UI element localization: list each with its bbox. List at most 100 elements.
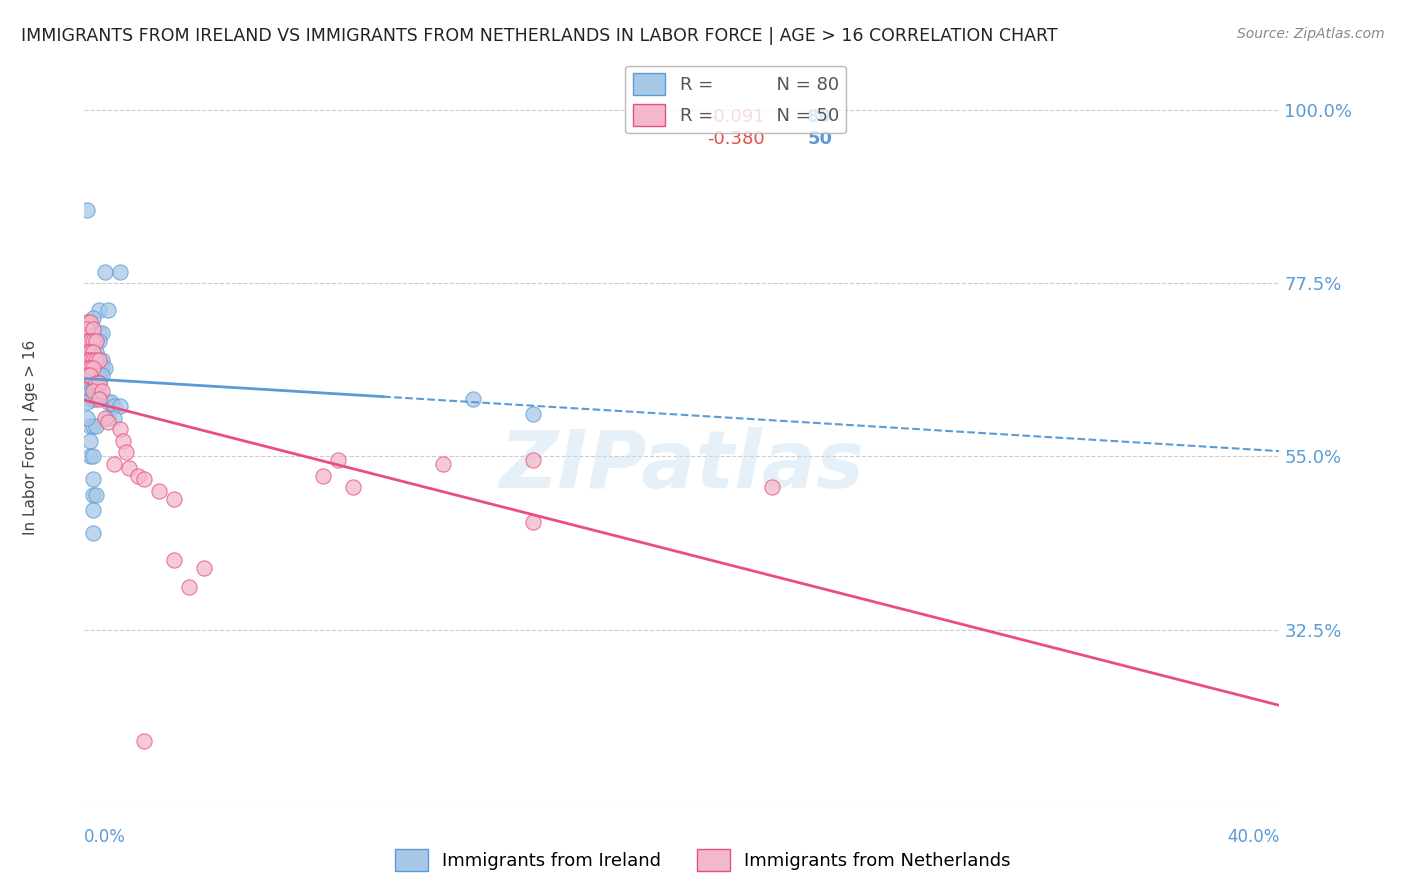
Text: In Labor Force | Age > 16: In Labor Force | Age > 16 xyxy=(22,340,38,534)
Point xyxy=(76,353,98,368)
Point xyxy=(522,407,544,421)
Point xyxy=(82,353,104,368)
Point xyxy=(86,368,108,383)
Point xyxy=(82,418,104,433)
Point xyxy=(76,322,98,336)
Text: -0.091: -0.091 xyxy=(707,108,765,127)
Point xyxy=(97,415,120,429)
Point xyxy=(79,345,101,359)
Point xyxy=(86,345,108,359)
Point xyxy=(89,376,111,391)
Point xyxy=(82,450,104,464)
Point xyxy=(79,384,101,398)
Point xyxy=(82,376,104,391)
Text: 0.0%: 0.0% xyxy=(84,829,127,847)
Point xyxy=(522,515,544,529)
Point xyxy=(91,384,114,398)
Point xyxy=(82,392,104,406)
Point xyxy=(79,360,101,375)
Point xyxy=(86,392,108,406)
Point xyxy=(79,353,101,368)
Point xyxy=(76,345,98,359)
Point xyxy=(82,360,104,375)
Point xyxy=(193,561,215,575)
Point xyxy=(89,376,111,391)
Point xyxy=(86,418,108,433)
Point xyxy=(82,345,104,359)
Point xyxy=(522,453,544,467)
Point xyxy=(76,376,98,391)
Point xyxy=(82,384,104,398)
Point xyxy=(79,353,101,368)
Point xyxy=(76,360,98,375)
Point xyxy=(79,392,101,406)
Point xyxy=(79,334,101,348)
Point xyxy=(89,334,111,348)
Point xyxy=(86,376,108,391)
Point xyxy=(86,353,108,368)
Point xyxy=(94,264,117,278)
Point xyxy=(79,434,101,448)
Point xyxy=(89,360,111,375)
Point xyxy=(82,310,104,325)
Point xyxy=(76,368,98,383)
Point xyxy=(86,353,108,368)
Point xyxy=(432,457,454,471)
Point xyxy=(76,395,98,409)
Point xyxy=(82,322,104,336)
Point xyxy=(76,318,98,333)
Point xyxy=(127,468,149,483)
Point xyxy=(103,410,125,425)
Point xyxy=(132,734,156,748)
Point xyxy=(76,334,98,348)
Point xyxy=(103,457,125,471)
Point xyxy=(79,334,101,348)
Point xyxy=(89,368,111,383)
Text: Source: ZipAtlas.com: Source: ZipAtlas.com xyxy=(1237,27,1385,41)
Point xyxy=(312,468,335,483)
Point xyxy=(110,399,132,413)
Point xyxy=(76,410,98,425)
Point xyxy=(86,384,108,398)
Point xyxy=(82,360,104,375)
Point xyxy=(132,472,156,486)
Legend: Immigrants from Ireland, Immigrants from Netherlands: Immigrants from Ireland, Immigrants from… xyxy=(388,842,1018,879)
Point xyxy=(342,480,364,494)
Point xyxy=(163,491,186,506)
Point xyxy=(79,368,101,383)
Point xyxy=(76,345,98,359)
Point xyxy=(82,368,104,383)
Point xyxy=(97,395,120,409)
Point xyxy=(89,384,111,398)
Point xyxy=(79,345,101,359)
Point xyxy=(82,345,104,359)
Point xyxy=(76,353,98,368)
Point xyxy=(79,376,101,391)
Point xyxy=(115,445,138,459)
Point xyxy=(86,488,108,502)
Point xyxy=(82,472,104,486)
Point xyxy=(761,480,783,494)
Point xyxy=(82,353,104,368)
Point xyxy=(89,353,111,368)
Text: -0.380: -0.380 xyxy=(707,130,765,148)
Point xyxy=(461,392,484,406)
Point xyxy=(76,368,98,383)
Point xyxy=(177,580,200,594)
Point xyxy=(91,368,114,383)
Point xyxy=(100,395,122,409)
Point xyxy=(82,488,104,502)
Point xyxy=(79,368,101,383)
Point xyxy=(103,399,125,413)
Point xyxy=(94,360,117,375)
Text: 50: 50 xyxy=(807,130,832,148)
Text: 40.0%: 40.0% xyxy=(1227,829,1279,847)
Point xyxy=(86,376,108,391)
Point xyxy=(79,326,101,340)
Point xyxy=(91,360,114,375)
Point xyxy=(97,303,120,318)
Point xyxy=(82,503,104,517)
Point xyxy=(79,418,101,433)
Point xyxy=(89,353,111,368)
Point xyxy=(163,553,186,567)
